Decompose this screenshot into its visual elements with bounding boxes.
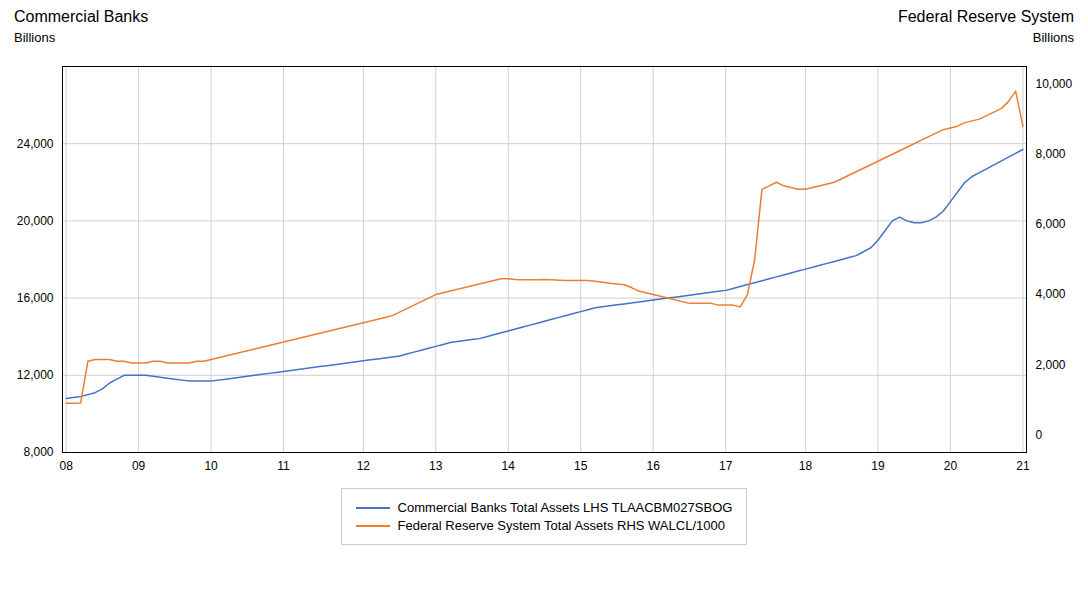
svg-text:14: 14 (502, 459, 516, 473)
svg-text:0: 0 (1036, 428, 1043, 442)
html-text:Commercial Banks Total Assets: Commercial Banks Total Assets LHS TLAACB… (397, 500, 733, 515)
svg-text:19: 19 (871, 459, 885, 473)
svg-text:12: 12 (357, 459, 371, 473)
svg-text:12,000: 12,000 (17, 368, 54, 382)
svg-text:4,000: 4,000 (1036, 287, 1066, 301)
svg-text:08: 08 (59, 459, 73, 473)
html-text:Federal Reserve System Total A: Federal Reserve System Total Assets RHS … (397, 518, 725, 533)
svg-text:16,000: 16,000 (17, 291, 54, 305)
svg-text:18: 18 (799, 459, 813, 473)
svg-text:6,000: 6,000 (1036, 217, 1066, 231)
svg-text:21: 21 (1016, 459, 1030, 473)
svg-text:2,000: 2,000 (1036, 358, 1066, 372)
html-text:Commercial Banks: Commercial Banks (14, 8, 149, 25)
svg-text:16: 16 (647, 459, 661, 473)
svg-text:09: 09 (132, 459, 146, 473)
svg-text:8,000: 8,000 (1036, 147, 1066, 161)
svg-text:15: 15 (574, 459, 588, 473)
html-text:Billions: Billions (1032, 30, 1074, 45)
svg-text:17: 17 (719, 459, 733, 473)
svg-text:11: 11 (277, 459, 290, 473)
svg-text:24,000: 24,000 (17, 137, 54, 151)
svg-text:13: 13 (429, 459, 443, 473)
svg-text:10,000: 10,000 (1036, 77, 1073, 91)
html-text:Federal Reserve System: Federal Reserve System (897, 8, 1074, 25)
svg-text:8,000: 8,000 (23, 445, 53, 459)
svg-text:10: 10 (204, 459, 218, 473)
html-text:Billions: Billions (14, 30, 56, 45)
svg-text:20,000: 20,000 (17, 214, 54, 228)
svg-text:20: 20 (944, 459, 958, 473)
